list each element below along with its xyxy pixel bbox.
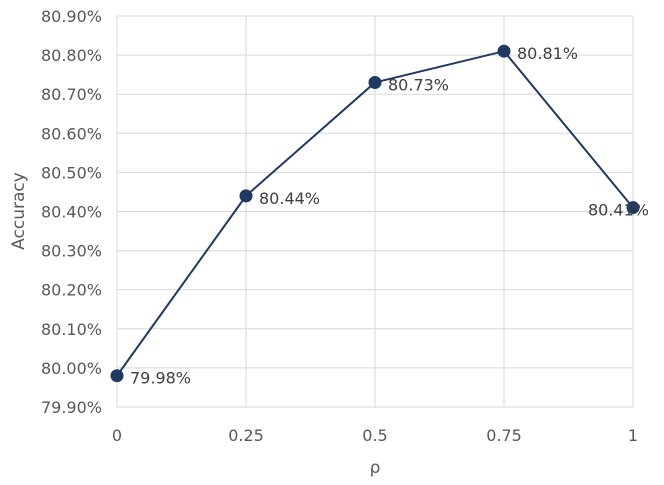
y-tick-label: 80.00% (41, 359, 102, 378)
y-tick-label: 80.80% (41, 46, 102, 65)
x-tick-label: 0.25 (228, 426, 264, 445)
data-point (110, 369, 124, 383)
data-point (239, 189, 253, 203)
y-tick-label: 80.70% (41, 85, 102, 104)
series-points (110, 44, 640, 383)
x-tick-label: 0 (112, 426, 122, 445)
data-point (626, 201, 640, 215)
data-point (497, 44, 511, 58)
y-tick-label: 80.90% (41, 7, 102, 26)
data-point (368, 75, 382, 89)
data-label: 80.81% (517, 44, 578, 63)
y-tick-label: 79.90% (41, 398, 102, 417)
x-axis-title: ρ (370, 458, 381, 478)
x-tick-label: 0.5 (362, 426, 387, 445)
x-axis-tick-labels: 0 0.25 0.5 0.75 1 (112, 426, 638, 445)
data-label: 79.98% (130, 369, 191, 388)
data-label: 80.73% (388, 75, 449, 94)
y-axis-title: Accuracy (9, 172, 29, 250)
y-tick-label: 80.20% (41, 281, 102, 300)
x-tick-label: 0.75 (486, 426, 522, 445)
y-tick-label: 80.30% (41, 242, 102, 261)
data-label: 80.44% (259, 189, 320, 208)
y-axis-tick-labels: 79.90% 80.00% 80.10% 80.20% 80.30% 80.40% 80.5… (41, 7, 102, 417)
data-labels: 79.98% 80.44% 80.73% 80.81% 80.41% (130, 44, 649, 388)
y-tick-label: 80.40% (41, 203, 102, 222)
x-tick-label: 1 (628, 426, 638, 445)
data-label: 80.41% (588, 201, 649, 220)
y-tick-label: 80.60% (41, 124, 102, 143)
y-tick-label: 80.50% (41, 163, 102, 182)
y-tick-label: 80.10% (41, 320, 102, 339)
